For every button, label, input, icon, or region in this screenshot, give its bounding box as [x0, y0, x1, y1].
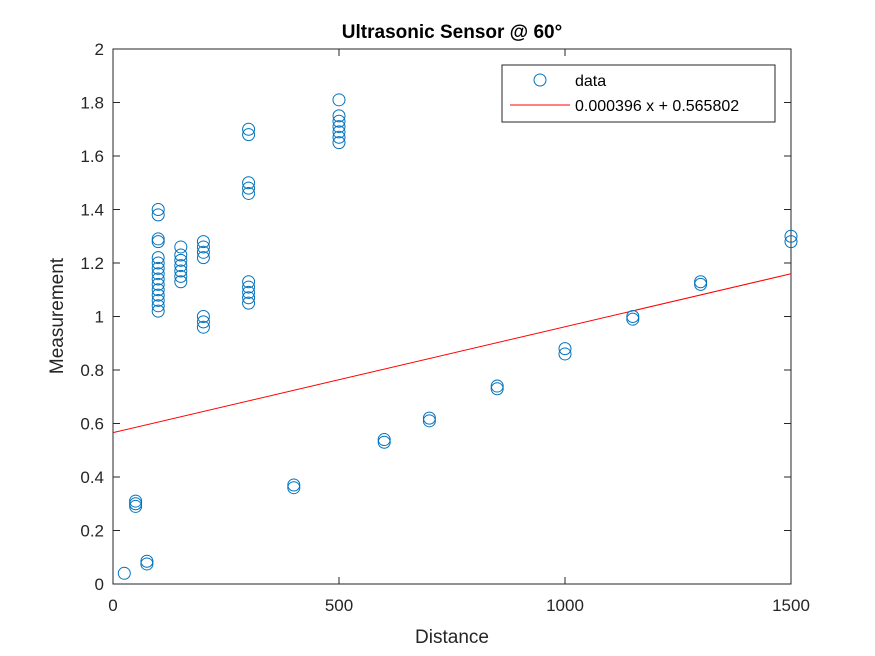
x-tick-label: 0 [108, 596, 117, 615]
data-points-layer [117, 93, 798, 580]
data-point [242, 291, 256, 305]
legend: data 0.000396 x + 0.565802 [501, 64, 776, 123]
y-tick-label: 1.2 [80, 254, 104, 273]
data-point [196, 251, 210, 265]
data-point [151, 261, 165, 275]
data-point [242, 128, 256, 142]
y-tick-label: 0.8 [80, 361, 104, 380]
data-point [287, 478, 301, 492]
data-point [140, 557, 154, 571]
data-point [151, 293, 165, 307]
data-point [151, 272, 165, 286]
fit-line [112, 273, 792, 434]
data-point [377, 433, 391, 447]
axis-ticks-layer: 0 500 1000 1500 0 0.2 0.4 0.6 0.8 1 1.2 1.4 1.6 1.8 2 [80, 40, 810, 615]
y-tick-label: 0 [95, 575, 104, 594]
data-point [151, 232, 165, 246]
data-point [784, 229, 798, 243]
y-tick-label: 0.6 [80, 415, 104, 434]
x-axis-label: Distance [415, 627, 489, 648]
y-tick-label: 1.6 [80, 147, 104, 166]
y-tick-label: 1.4 [80, 201, 104, 220]
data-point [694, 277, 708, 291]
data-point [558, 342, 572, 356]
data-point [242, 280, 256, 294]
data-point [151, 283, 165, 297]
x-tick-label: 1500 [772, 596, 810, 615]
data-point [174, 275, 188, 289]
data-point [174, 240, 188, 254]
x-tick-label: 1000 [546, 596, 584, 615]
y-tick-label: 0.2 [80, 522, 104, 541]
data-point [490, 382, 504, 396]
chart-title: Ultrasonic Sensor @ 60° [342, 22, 562, 43]
data-point [242, 186, 256, 200]
data-point [174, 253, 188, 267]
data-point [422, 414, 436, 428]
data-point [242, 176, 256, 190]
data-point [151, 256, 165, 270]
y-tick-label: 0.4 [80, 468, 104, 487]
fit-line-layer [112, 273, 792, 434]
data-point [151, 203, 165, 216]
data-point [174, 269, 188, 283]
legend-label-fit: 0.000396 x + 0.565802 [575, 98, 739, 115]
plot-area [112, 48, 792, 585]
data-point [422, 411, 436, 425]
data-point [196, 235, 210, 249]
data-point [242, 122, 256, 136]
y-tick-label: 2 [95, 40, 104, 59]
data-point [151, 277, 165, 291]
y-tick-label: 1 [95, 308, 104, 327]
data-point [242, 296, 256, 310]
data-point [626, 310, 640, 323]
data-point [129, 499, 143, 513]
data-point [117, 566, 131, 580]
data-point [151, 288, 165, 302]
legend-marker-data [533, 73, 547, 87]
data-point [332, 125, 346, 139]
data-point [151, 299, 165, 313]
y-tick-label: 1.8 [80, 94, 104, 113]
data-point [332, 93, 346, 107]
data-point [558, 347, 572, 361]
data-point [377, 435, 391, 449]
data-point [694, 275, 708, 289]
data-point [129, 497, 143, 511]
data-point [242, 285, 256, 299]
data-point [490, 379, 504, 393]
data-point [151, 208, 165, 222]
data-point [174, 259, 188, 273]
data-point [784, 235, 798, 249]
data-point [332, 120, 346, 134]
data-point [151, 251, 165, 265]
x-tick-label: 500 [325, 596, 353, 615]
legend-label-data: data [575, 73, 606, 90]
data-point [287, 481, 301, 495]
data-point [196, 320, 210, 334]
data-point [151, 267, 165, 281]
data-point [196, 240, 210, 254]
data-point [129, 494, 143, 508]
data-point [151, 235, 165, 249]
data-point [332, 109, 346, 123]
data-point [174, 248, 188, 262]
data-point [174, 264, 188, 278]
data-point [332, 136, 346, 150]
y-axis-label: Measurement [47, 257, 68, 374]
data-point [140, 554, 154, 568]
data-point [196, 315, 210, 329]
legend-box [501, 64, 776, 123]
data-point [626, 312, 640, 326]
data-point [332, 114, 346, 128]
data-point [242, 181, 256, 195]
data-point [196, 245, 210, 259]
data-point [332, 130, 346, 144]
data-point [151, 304, 165, 318]
data-point [196, 310, 210, 323]
data-point [242, 275, 256, 289]
